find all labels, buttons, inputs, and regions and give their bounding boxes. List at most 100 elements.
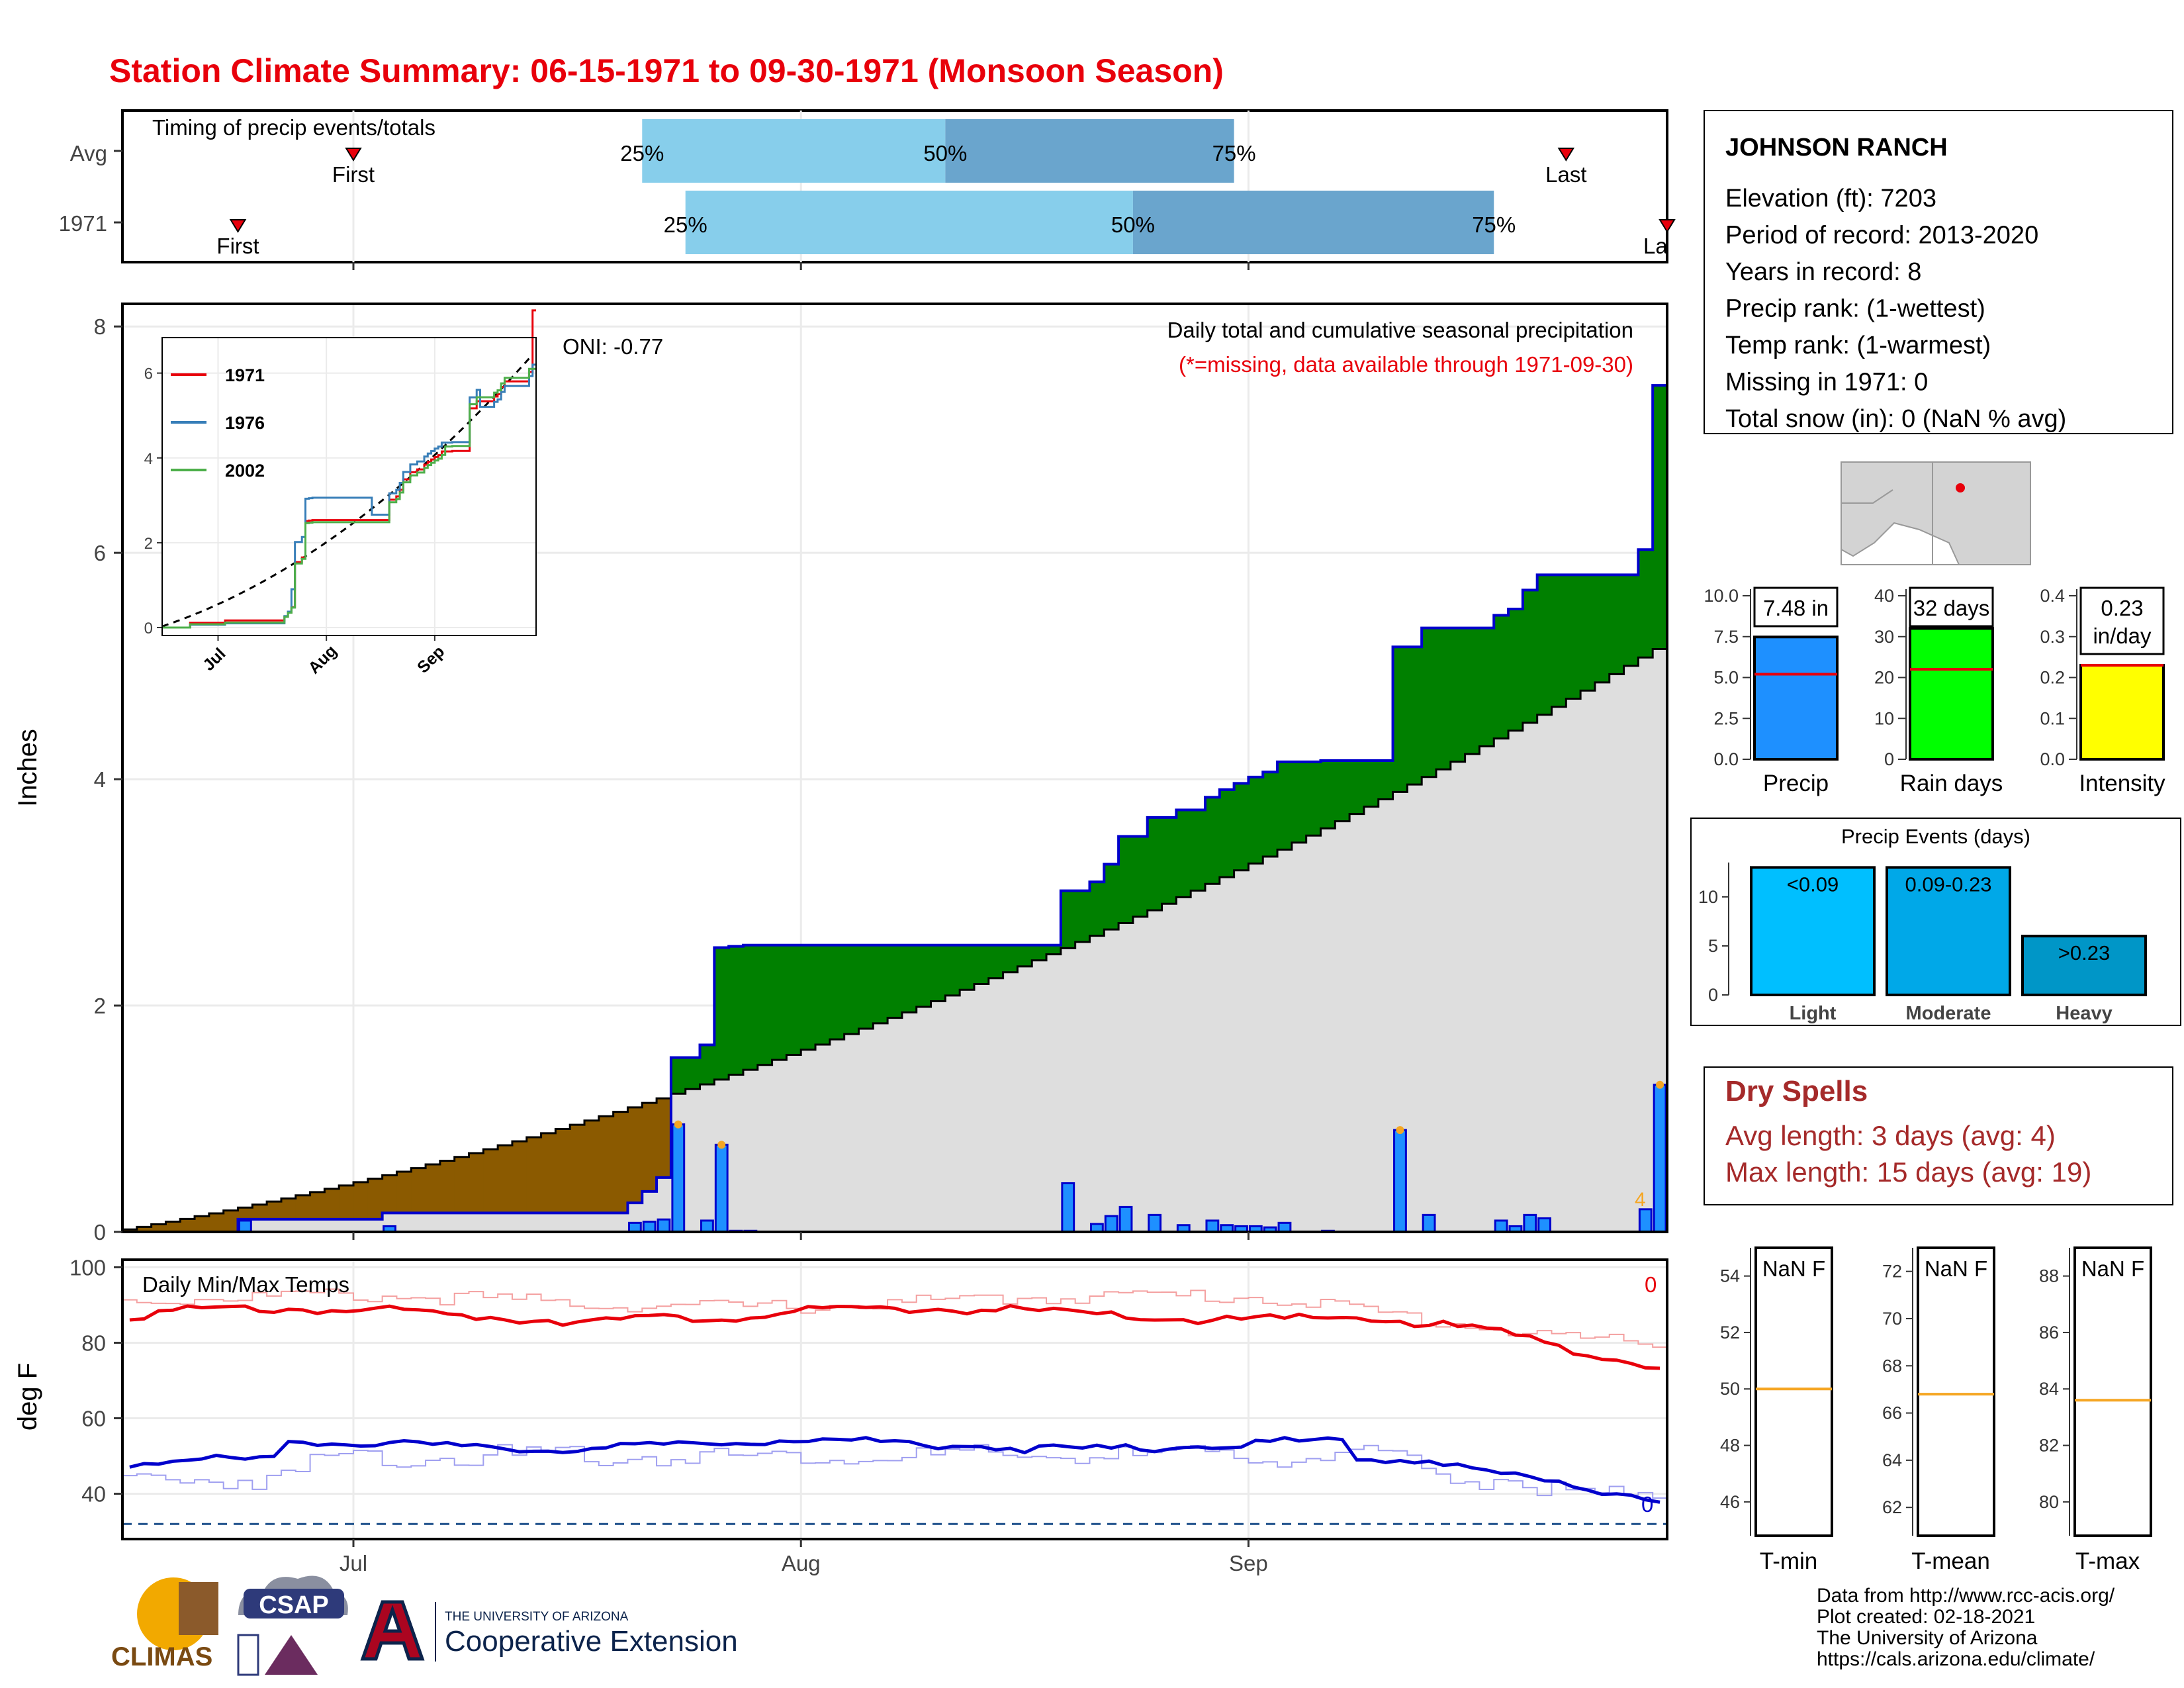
tempbox-value-T-max: NaN F bbox=[2081, 1256, 2144, 1281]
precip-ytick-label-8: 8 bbox=[94, 314, 106, 339]
events-bar-Moderate bbox=[1886, 866, 2011, 996]
inset-frame bbox=[161, 337, 537, 636]
surplus-segment bbox=[786, 945, 801, 1055]
deficit-segment bbox=[613, 1111, 628, 1213]
deficit-segment bbox=[512, 1141, 527, 1213]
timing-last-label-Avg: Last bbox=[1545, 162, 1586, 187]
daily-precip-bar bbox=[1523, 1213, 1537, 1233]
summary-ytick-label-Rain days: 10 bbox=[1874, 708, 1894, 728]
deficit-segment bbox=[598, 1116, 614, 1213]
precip-ytick-label-4: 4 bbox=[94, 767, 106, 792]
tempbox-ytick-label-T-min: 50 bbox=[1720, 1379, 1740, 1399]
surplus-segment bbox=[1191, 810, 1206, 891]
timing-25%-label-1971: 25% bbox=[664, 212, 707, 237]
surplus-segment bbox=[1392, 647, 1408, 792]
x-axis-ticks: Jul Aug Sep bbox=[340, 1539, 1268, 1575]
timing-title: Timing of precip events/totals bbox=[152, 115, 435, 140]
credit-data-source: Data from http://www.rcc-acis.org/ bbox=[1817, 1585, 2115, 1607]
surplus-segment bbox=[714, 947, 729, 1080]
station-detail-line: Missing in 1971: 0 bbox=[1725, 369, 1928, 397]
csap-mountain-icon bbox=[265, 1635, 318, 1675]
timing-25%-label-Avg: 25% bbox=[620, 141, 664, 165]
summary-ytick-label-Precip: 2.5 bbox=[1713, 708, 1739, 728]
inset-legend-1976: 1976 bbox=[225, 413, 265, 433]
credit-url: https://cals.arizona.edu/climate/ bbox=[1817, 1648, 2095, 1670]
tmin-1971-line bbox=[129, 1436, 1661, 1504]
daily-precip-bar bbox=[657, 1218, 671, 1233]
events-label-Light: Light bbox=[1790, 1003, 1837, 1024]
station-details: Elevation (ft): 7203 Period of record: 20… bbox=[1725, 185, 2066, 433]
events-bars: 0 5 10 <0.09 Light 0.09-0.23 Moderate >0.23 Heav… bbox=[1698, 863, 2147, 1024]
climas-logo: CLIMAS bbox=[111, 1577, 218, 1671]
surplus-segment bbox=[873, 945, 888, 1023]
timing-q25-q50-bar-Avg bbox=[642, 119, 946, 183]
surplus-segment bbox=[757, 945, 773, 1065]
tempbox-ytick-label-T-max: 82 bbox=[2039, 1436, 2059, 1456]
deficit-segment bbox=[353, 1182, 369, 1219]
surplus-segment bbox=[1118, 836, 1134, 923]
surplus-segment bbox=[1248, 776, 1263, 864]
timing-first-label-Avg: First bbox=[332, 162, 375, 187]
precip-events-panel: Precip Events (days) 0 5 10 <0.09 Light 0.09-… bbox=[1690, 818, 2181, 1026]
inset-ytick-label-0: 0 bbox=[144, 620, 153, 637]
precip-panel: 0 2 4 6 8 Inches ONI: -0.77 Daily total and … bbox=[13, 303, 1668, 1244]
surplus-segment bbox=[700, 1045, 715, 1085]
daily-precip-bar bbox=[1118, 1205, 1133, 1233]
deficit-segment bbox=[238, 1207, 253, 1219]
tempbox-ytick-label-T-mean: 68 bbox=[1882, 1356, 1902, 1376]
surplus-segment bbox=[1653, 385, 1668, 649]
deficit-segment bbox=[180, 1219, 195, 1232]
surplus-segment bbox=[1422, 628, 1437, 777]
surplus-segment bbox=[1291, 761, 1307, 843]
deficit-segment bbox=[382, 1175, 397, 1213]
events-label-Heavy: Heavy bbox=[2056, 1003, 2112, 1024]
surplus-segment bbox=[1277, 761, 1293, 850]
normal-cumulative-line bbox=[122, 647, 1667, 1231]
surplus-segment bbox=[815, 945, 831, 1045]
surplus-segment bbox=[1104, 864, 1119, 930]
surplus-segment bbox=[1161, 817, 1177, 904]
deficit-segment bbox=[136, 1227, 152, 1232]
surplus-segment bbox=[1594, 575, 1610, 682]
summary-ytick-label-Precip: 5.0 bbox=[1713, 668, 1739, 688]
temps-max-count: 0 bbox=[1645, 1272, 1657, 1297]
events-label-Moderate: Moderate bbox=[1906, 1003, 1991, 1024]
summary-value-box-Rain days bbox=[1909, 586, 1994, 628]
surplus-segment bbox=[1508, 608, 1524, 731]
tempbox-label-T-mean: T-mean bbox=[1911, 1548, 1990, 1574]
deficit-segment bbox=[223, 1210, 239, 1232]
precip-frame bbox=[121, 303, 1668, 1233]
surplus-segment bbox=[1017, 945, 1032, 966]
deficit-segment bbox=[498, 1145, 513, 1213]
timing-q25-q50-bar-1971 bbox=[685, 191, 1133, 254]
surplus-segment bbox=[1320, 761, 1336, 829]
summary-ytick-label-Intensity: 0.1 bbox=[2040, 708, 2065, 728]
daily-precip-bar bbox=[1061, 1182, 1075, 1233]
summary-label-Intensity: Intensity bbox=[2079, 771, 2165, 796]
surplus-segment bbox=[901, 945, 917, 1013]
deficit-segment bbox=[439, 1160, 455, 1213]
surplus-segment bbox=[1263, 772, 1278, 857]
deficit-segment bbox=[426, 1164, 441, 1213]
station-name: JOHNSON RANCH bbox=[1725, 134, 1948, 162]
station-detail-line: Elevation (ft): 7203 bbox=[1725, 185, 1936, 212]
map-border-west bbox=[1841, 489, 1893, 504]
summary-bar-Intensity bbox=[2079, 663, 2165, 761]
station-detail-line: Total snow (in): 0 (NaN % avg) bbox=[1725, 405, 2066, 433]
deficit-segment bbox=[195, 1216, 210, 1232]
deficit-segment bbox=[584, 1120, 600, 1213]
climas-wordmark: CLIMAS bbox=[111, 1642, 212, 1671]
inset-legend-1971: 1971 bbox=[225, 365, 265, 385]
summary-ytick-label-Intensity: 0.0 bbox=[2040, 749, 2065, 769]
csap-rain-icon bbox=[237, 1634, 259, 1676]
surplus-segment bbox=[1566, 575, 1581, 699]
precip-subtitle: Daily total and cumulative seasonal prec… bbox=[1167, 318, 1633, 342]
xtick-label-Jul: Jul bbox=[340, 1551, 367, 1575]
daily-precip-marker bbox=[717, 1141, 726, 1149]
summary-bar-Rain days bbox=[1909, 627, 1994, 761]
daily-precip-bar bbox=[714, 1143, 729, 1233]
surplus-segment bbox=[1349, 761, 1365, 814]
deficit-segment bbox=[454, 1156, 470, 1213]
